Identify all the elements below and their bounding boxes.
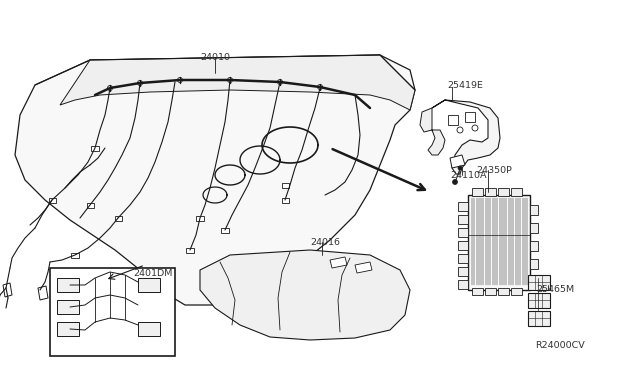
Bar <box>71 253 79 258</box>
Text: 2401DM: 2401DM <box>133 269 172 278</box>
Text: R24000CV: R24000CV <box>535 340 585 350</box>
Circle shape <box>278 80 282 84</box>
Bar <box>221 228 229 233</box>
Text: 24010: 24010 <box>200 52 230 61</box>
Circle shape <box>458 166 462 170</box>
Polygon shape <box>38 286 48 300</box>
Bar <box>458 228 468 237</box>
Circle shape <box>472 125 478 131</box>
Bar <box>530 259 538 269</box>
Bar <box>485 188 496 196</box>
Bar <box>530 205 538 215</box>
Bar <box>282 183 289 188</box>
Bar <box>458 267 468 276</box>
Bar <box>57 322 79 336</box>
Polygon shape <box>15 55 415 305</box>
Polygon shape <box>432 100 500 174</box>
Bar <box>458 280 468 289</box>
Bar <box>458 241 468 250</box>
Bar <box>530 223 538 233</box>
Bar <box>530 241 538 251</box>
Bar <box>282 198 289 203</box>
Bar <box>498 188 509 196</box>
Bar <box>528 275 550 290</box>
Bar <box>511 288 522 295</box>
Bar <box>468 195 530 290</box>
Polygon shape <box>60 55 415 110</box>
Circle shape <box>108 86 113 90</box>
Circle shape <box>452 180 458 185</box>
Bar <box>138 322 160 336</box>
Bar <box>485 288 496 295</box>
Bar <box>472 288 483 295</box>
Bar <box>458 215 468 224</box>
Bar <box>458 254 468 263</box>
Polygon shape <box>420 108 445 155</box>
Text: 24350P: 24350P <box>476 166 512 174</box>
Bar <box>196 216 204 221</box>
Bar <box>528 311 550 326</box>
Circle shape <box>457 127 463 133</box>
Polygon shape <box>3 283 12 297</box>
Circle shape <box>177 77 182 83</box>
Bar <box>87 203 94 208</box>
Bar <box>448 115 458 125</box>
Bar <box>57 278 79 292</box>
Bar <box>458 202 468 211</box>
Bar <box>528 293 550 308</box>
Text: 25419E: 25419E <box>447 80 483 90</box>
Bar <box>115 216 122 221</box>
Bar <box>472 188 483 196</box>
Polygon shape <box>355 262 372 273</box>
Bar <box>186 248 194 253</box>
Text: 24016: 24016 <box>310 237 340 247</box>
Bar <box>498 288 509 295</box>
Bar <box>49 198 56 203</box>
Circle shape <box>227 77 232 83</box>
Bar <box>57 300 79 314</box>
Bar <box>138 278 160 292</box>
Bar <box>91 146 99 151</box>
Bar <box>511 188 522 196</box>
Bar <box>465 112 475 122</box>
Polygon shape <box>330 257 347 268</box>
Text: 24110A: 24110A <box>450 170 486 180</box>
Circle shape <box>138 80 143 86</box>
Circle shape <box>317 84 323 90</box>
Polygon shape <box>200 250 410 340</box>
Polygon shape <box>450 155 465 168</box>
Bar <box>50 268 175 356</box>
Text: 25465M: 25465M <box>536 285 574 295</box>
